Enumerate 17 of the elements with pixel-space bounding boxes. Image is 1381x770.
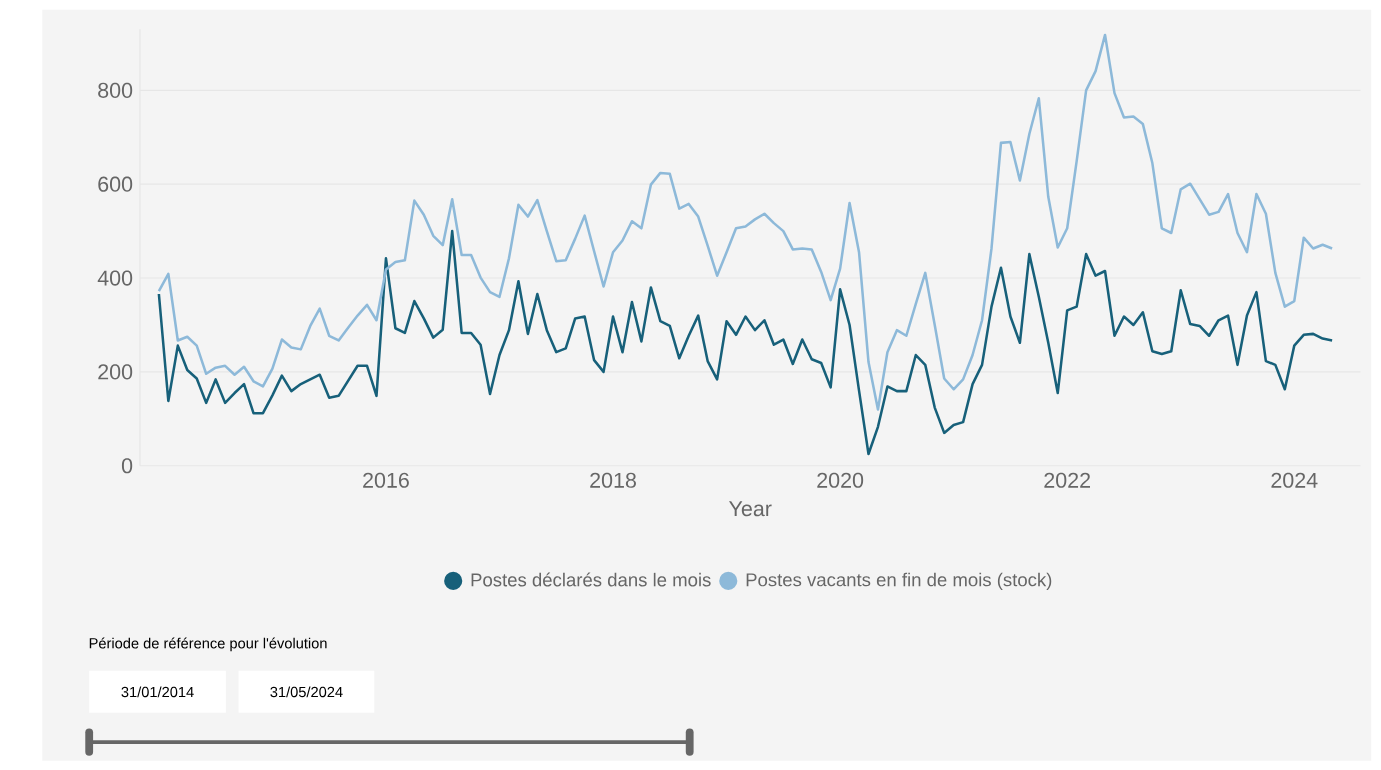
y-tick-label: 400 <box>97 270 133 286</box>
legend-label: Postes déclarés dans le mois <box>471 572 711 587</box>
x-tick-label: 2018 <box>590 472 636 488</box>
y-tick-label: 0 <box>121 457 133 474</box>
y-tick-label: 800 <box>98 82 133 98</box>
text: 31/05/2024 <box>270 686 343 697</box>
x-tick-label: 2022 <box>1044 472 1090 488</box>
line-series <box>157 33 1334 411</box>
x-tick-label: 2016 <box>363 472 409 488</box>
text: Période de référence pour l'évolution <box>89 637 327 652</box>
y-tick-label: 200 <box>98 364 133 380</box>
x-tick-label: 2024 <box>1271 472 1318 488</box>
legend-label: Postes vacants en fin de mois (stock) <box>746 572 1052 590</box>
text: 31/01/2014 <box>121 686 194 697</box>
x-tick-label: 2020 <box>817 472 864 488</box>
x-axis-title: Year <box>728 501 772 517</box>
y-tick-label: 600 <box>98 176 133 192</box>
